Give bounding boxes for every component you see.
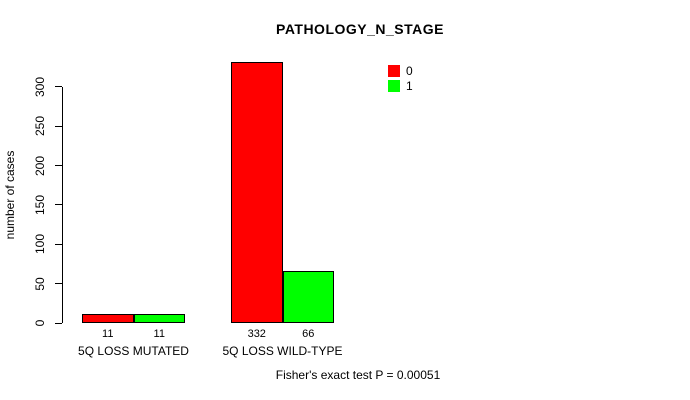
- y-axis-tick-label: 100: [33, 234, 47, 255]
- legend-label: 0: [406, 63, 413, 78]
- y-axis-tick: [55, 243, 62, 245]
- bar-segment: [82, 314, 134, 323]
- y-axis-line: [62, 86, 63, 323]
- y-axis-label: number of cases: [3, 150, 17, 240]
- chart-title: PATHOLOGY_N_STAGE: [276, 21, 444, 37]
- bar-value-label: 11: [153, 328, 165, 340]
- bar-segment: [282, 271, 334, 323]
- bar-segment: [231, 61, 283, 323]
- x-category-label: 5Q LOSS WILD-TYPE: [222, 344, 343, 358]
- y-axis-tick-label: 50: [33, 276, 47, 291]
- bar-value-label: 11: [102, 328, 114, 340]
- y-axis-tick: [55, 86, 62, 88]
- y-axis-tick: [55, 125, 62, 127]
- annotation-fisher-test: Fisher's exact test P = 0.00051: [275, 368, 441, 382]
- y-axis-tick-label: 200: [33, 155, 47, 176]
- y-axis-tick-label: 0: [33, 319, 47, 327]
- bar-value-label: 332: [247, 328, 266, 340]
- y-axis-tick-label: 150: [33, 194, 47, 215]
- x-category-label: 5Q LOSS MUTATED: [78, 344, 189, 358]
- y-axis-tick: [55, 204, 62, 206]
- bar-segment: [133, 314, 185, 323]
- y-axis-tick-label: 300: [33, 76, 47, 97]
- legend-entry: 0: [388, 64, 413, 77]
- y-axis-tick: [55, 283, 62, 285]
- legend-swatch: [388, 64, 400, 77]
- bar-value-label: 66: [302, 328, 315, 340]
- legend-entry: 1: [388, 79, 413, 92]
- y-axis-tick: [55, 322, 62, 324]
- y-axis-tick-label: 250: [33, 116, 47, 137]
- y-axis-tick: [55, 165, 62, 167]
- legend-swatch: [388, 79, 400, 92]
- legend-label: 1: [406, 78, 413, 93]
